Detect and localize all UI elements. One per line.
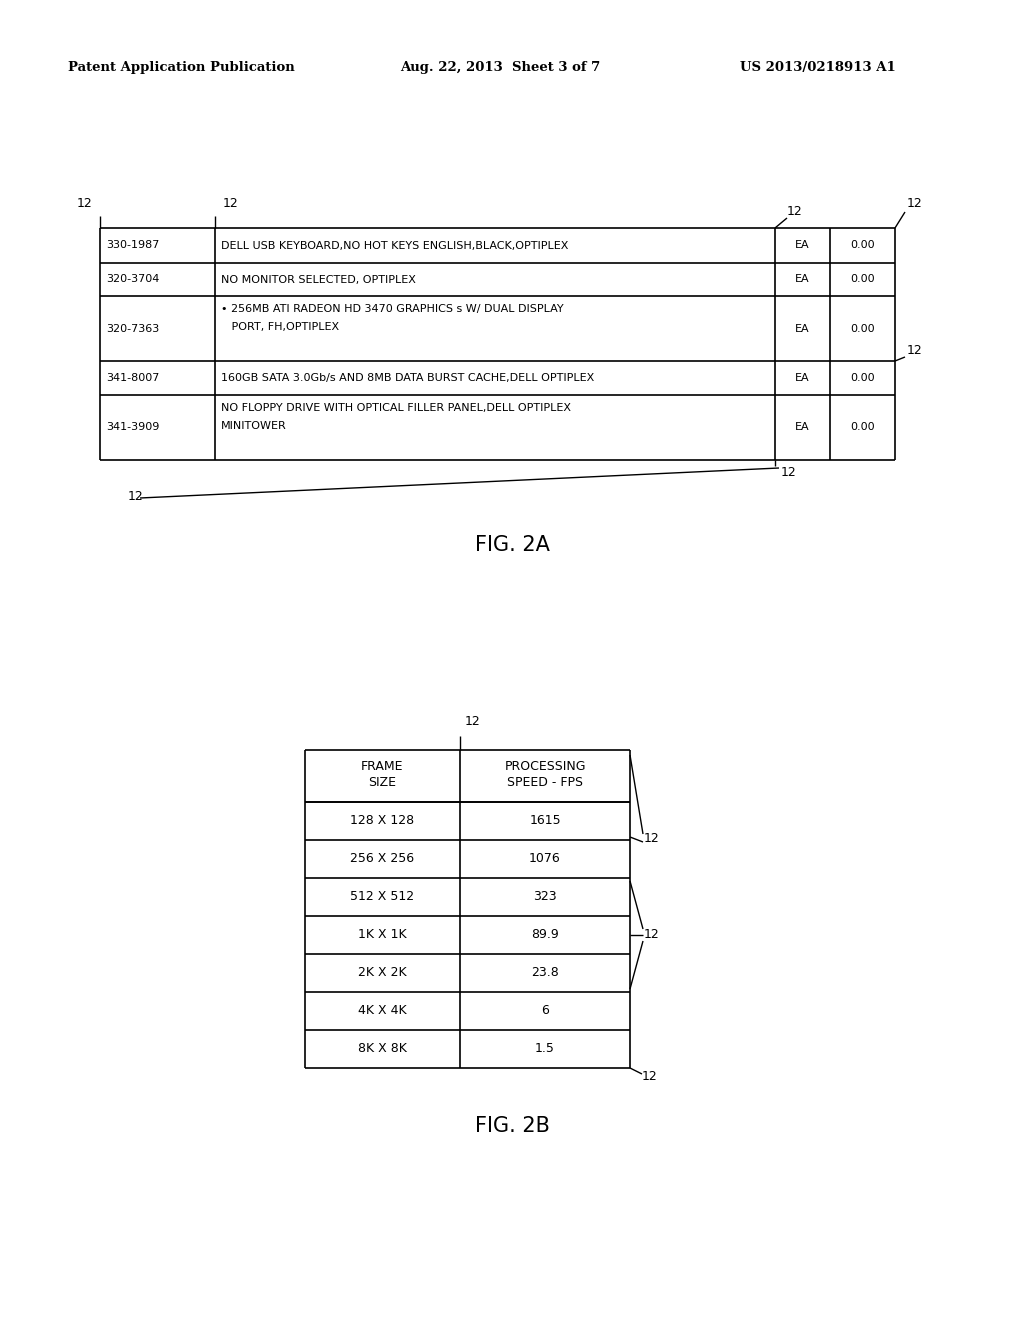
Text: US 2013/0218913 A1: US 2013/0218913 A1	[740, 62, 896, 74]
Text: 12: 12	[223, 197, 239, 210]
Text: NO MONITOR SELECTED, OPTIPLEX: NO MONITOR SELECTED, OPTIPLEX	[221, 275, 416, 285]
Text: 341-8007: 341-8007	[106, 374, 160, 383]
Text: 12: 12	[907, 345, 923, 356]
Text: 1K X 1K: 1K X 1K	[358, 928, 407, 941]
Text: 12: 12	[787, 205, 803, 218]
Text: 160GB SATA 3.0Gb/s AND 8MB DATA BURST CACHE,DELL OPTIPLEX: 160GB SATA 3.0Gb/s AND 8MB DATA BURST CA…	[221, 374, 594, 383]
Text: 6: 6	[541, 1005, 549, 1018]
Text: 320-7363: 320-7363	[106, 323, 160, 334]
Text: PROCESSING: PROCESSING	[504, 760, 586, 774]
Text: 0.00: 0.00	[850, 240, 874, 251]
Text: 12: 12	[907, 197, 923, 210]
Text: 12: 12	[642, 1071, 657, 1082]
Text: 0.00: 0.00	[850, 374, 874, 383]
Text: 12: 12	[644, 928, 659, 941]
Text: 341-3909: 341-3909	[106, 422, 160, 433]
Text: EA: EA	[796, 422, 810, 433]
Text: 256 X 256: 256 X 256	[350, 853, 415, 866]
Text: SIZE: SIZE	[369, 776, 396, 789]
Text: 1.5: 1.5	[536, 1043, 555, 1056]
Text: EA: EA	[796, 275, 810, 285]
Text: Aug. 22, 2013  Sheet 3 of 7: Aug. 22, 2013 Sheet 3 of 7	[400, 62, 600, 74]
Text: FIG. 2B: FIG. 2B	[474, 1115, 550, 1137]
Text: 0.00: 0.00	[850, 422, 874, 433]
Text: FIG. 2A: FIG. 2A	[474, 535, 550, 554]
Text: 4K X 4K: 4K X 4K	[358, 1005, 407, 1018]
Text: 330-1987: 330-1987	[106, 240, 160, 251]
Text: 323: 323	[534, 891, 557, 903]
Text: 89.9: 89.9	[531, 928, 559, 941]
Text: NO FLOPPY DRIVE WITH OPTICAL FILLER PANEL,DELL OPTIPLEX: NO FLOPPY DRIVE WITH OPTICAL FILLER PANE…	[221, 403, 571, 413]
Text: FRAME: FRAME	[361, 760, 403, 774]
Text: EA: EA	[796, 374, 810, 383]
Text: EA: EA	[796, 240, 810, 251]
Text: 12: 12	[644, 832, 659, 845]
Text: 128 X 128: 128 X 128	[350, 814, 415, 828]
Text: PORT, FH,OPTIPLEX: PORT, FH,OPTIPLEX	[221, 322, 339, 333]
Text: Patent Application Publication: Patent Application Publication	[68, 62, 295, 74]
Text: 12: 12	[76, 197, 92, 210]
Text: 12: 12	[465, 715, 480, 729]
Text: 512 X 512: 512 X 512	[350, 891, 415, 903]
Text: 320-3704: 320-3704	[106, 275, 160, 285]
Text: 1615: 1615	[529, 814, 561, 828]
Text: 12: 12	[781, 466, 797, 479]
Text: 12: 12	[128, 490, 143, 503]
Text: MINITOWER: MINITOWER	[221, 421, 287, 432]
Text: 8K X 8K: 8K X 8K	[358, 1043, 407, 1056]
Text: 2K X 2K: 2K X 2K	[358, 966, 407, 979]
Text: 0.00: 0.00	[850, 275, 874, 285]
Text: SPEED - FPS: SPEED - FPS	[507, 776, 583, 789]
Text: 0.00: 0.00	[850, 323, 874, 334]
Text: 23.8: 23.8	[531, 966, 559, 979]
Text: 1076: 1076	[529, 853, 561, 866]
Text: • 256MB ATI RADEON HD 3470 GRAPHICS s W/ DUAL DISPLAY: • 256MB ATI RADEON HD 3470 GRAPHICS s W/…	[221, 304, 563, 314]
Text: EA: EA	[796, 323, 810, 334]
Text: DELL USB KEYBOARD,NO HOT KEYS ENGLISH,BLACK,OPTIPLEX: DELL USB KEYBOARD,NO HOT KEYS ENGLISH,BL…	[221, 240, 568, 251]
